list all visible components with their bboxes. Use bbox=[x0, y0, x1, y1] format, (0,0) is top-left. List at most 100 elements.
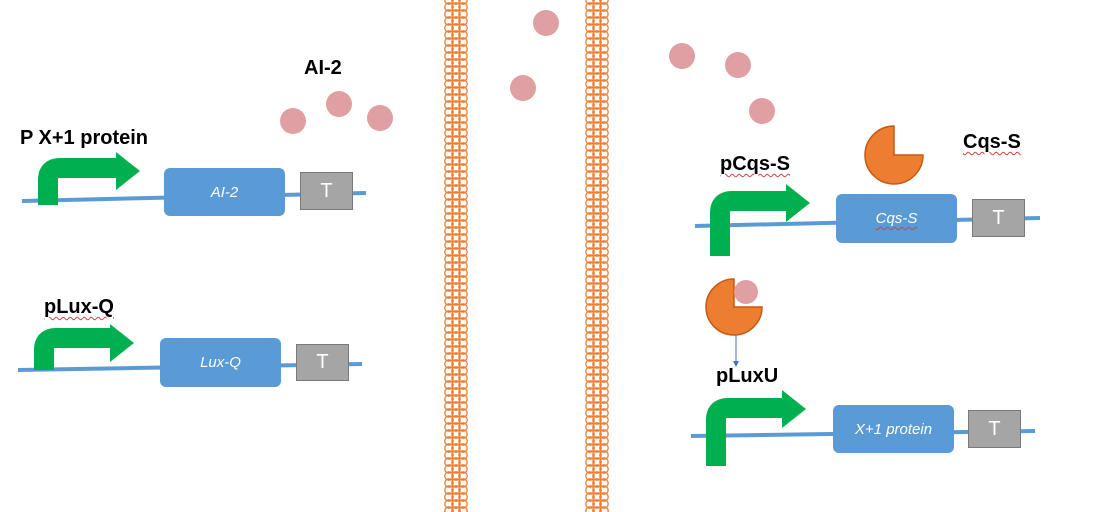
membrane-lipid bbox=[451, 254, 461, 264]
membrane-lipid bbox=[444, 408, 454, 418]
membrane-lipid bbox=[585, 310, 595, 320]
membrane-lipid bbox=[592, 86, 602, 96]
membrane-lipid bbox=[451, 352, 461, 362]
membrane-lipid bbox=[599, 107, 609, 117]
signal-molecule bbox=[533, 10, 559, 36]
membrane-lipid bbox=[592, 331, 602, 341]
membrane-lipid bbox=[599, 156, 609, 166]
membrane-lipid bbox=[458, 296, 468, 306]
membrane-lipid bbox=[585, 23, 595, 33]
membrane-lipid bbox=[451, 2, 461, 12]
membrane-lipid bbox=[444, 422, 454, 432]
signal-molecule bbox=[749, 98, 775, 124]
membrane-lipid bbox=[451, 436, 461, 446]
membrane-lipid bbox=[444, 310, 454, 320]
membrane-lipid bbox=[444, 23, 454, 33]
membrane-lipid bbox=[451, 170, 461, 180]
membrane-lipid bbox=[458, 373, 468, 383]
membrane-lipid bbox=[592, 226, 602, 236]
promoter-arrow-x1 bbox=[706, 390, 806, 466]
membrane-lipid bbox=[599, 394, 609, 404]
membrane-lipid bbox=[592, 352, 602, 362]
membrane-lipid bbox=[585, 268, 595, 278]
membrane-lipid bbox=[599, 478, 609, 488]
membrane-lipid bbox=[444, 499, 454, 509]
membrane-lipid bbox=[599, 261, 609, 271]
membrane-lipid bbox=[592, 100, 602, 110]
membrane-lipid bbox=[458, 415, 468, 425]
membrane-lipid bbox=[444, 219, 454, 229]
signal-molecule bbox=[669, 43, 695, 69]
membrane-lipid bbox=[599, 198, 609, 208]
membrane-lipid bbox=[599, 240, 609, 250]
membrane-lipid bbox=[451, 289, 461, 299]
membrane-lipid bbox=[458, 16, 468, 26]
gene-luxq: Lux-Q bbox=[160, 338, 281, 387]
membrane-lipid bbox=[592, 394, 602, 404]
membrane-lipid bbox=[599, 177, 609, 187]
membrane-lipid bbox=[451, 233, 461, 243]
membrane-lipid bbox=[458, 506, 468, 512]
terminator-x1-label: T bbox=[988, 417, 1001, 440]
membrane-lipid bbox=[592, 275, 602, 285]
membrane-lipid bbox=[592, 317, 602, 327]
membrane-lipid bbox=[458, 247, 468, 257]
membrane-lipid bbox=[592, 149, 602, 159]
membrane-lipid bbox=[599, 282, 609, 292]
membrane-lipid bbox=[444, 296, 454, 306]
membrane-lipid bbox=[458, 0, 468, 5]
membrane-lipid bbox=[444, 261, 454, 271]
membrane-lipid bbox=[585, 492, 595, 502]
membrane-lipid bbox=[592, 107, 602, 117]
membrane-lipid bbox=[592, 247, 602, 257]
membrane-lipid bbox=[585, 464, 595, 474]
membrane-lipid bbox=[592, 380, 602, 390]
membrane-lipid bbox=[585, 317, 595, 327]
membrane-lipid bbox=[599, 58, 609, 68]
membrane-lipid bbox=[458, 303, 468, 313]
membrane-lipid bbox=[592, 191, 602, 201]
signal-molecule bbox=[280, 108, 306, 134]
membrane-lipid bbox=[458, 107, 468, 117]
membrane-lipid bbox=[444, 156, 454, 166]
membrane-lipid bbox=[599, 86, 609, 96]
membrane-lipid bbox=[451, 0, 461, 5]
membrane-lipid bbox=[458, 471, 468, 481]
membrane-lipid bbox=[451, 191, 461, 201]
promoter-arrow-ai2 bbox=[38, 152, 140, 205]
membrane-lipid bbox=[585, 387, 595, 397]
terminator-luxq: T bbox=[296, 344, 349, 381]
membrane-lipid bbox=[458, 184, 468, 194]
membrane-lipid bbox=[585, 289, 595, 299]
membrane-lipid bbox=[444, 44, 454, 54]
membrane-lipid bbox=[451, 415, 461, 425]
membrane-lipid bbox=[451, 268, 461, 278]
membrane-lipid bbox=[458, 464, 468, 474]
receptor-bound-icon bbox=[705, 278, 763, 336]
membrane-lipid bbox=[592, 373, 602, 383]
membrane-lipid bbox=[451, 65, 461, 75]
membrane-lipid bbox=[458, 135, 468, 145]
membrane-lipid bbox=[451, 478, 461, 488]
membrane-lipid bbox=[599, 289, 609, 299]
gene-cqss: Cqs-S bbox=[836, 194, 957, 243]
membrane-lipid bbox=[592, 2, 602, 12]
membrane-lipid bbox=[585, 261, 595, 271]
membrane-lipid bbox=[585, 352, 595, 362]
membrane-lipid bbox=[458, 2, 468, 12]
membrane-lipid bbox=[458, 100, 468, 110]
membrane-lipid bbox=[458, 408, 468, 418]
membrane-lipid bbox=[592, 422, 602, 432]
signal-molecule bbox=[326, 91, 352, 117]
membrane-lipid bbox=[599, 331, 609, 341]
membrane-lipid bbox=[592, 16, 602, 26]
membrane-lipid bbox=[451, 394, 461, 404]
membrane-lipid bbox=[451, 86, 461, 96]
membrane-lipid bbox=[592, 303, 602, 313]
membrane-lipid bbox=[444, 429, 454, 439]
membrane-lipid bbox=[444, 338, 454, 348]
membrane-lipid bbox=[444, 72, 454, 82]
membrane-lipid bbox=[599, 415, 609, 425]
membrane-lipid bbox=[585, 366, 595, 376]
membrane-lipid bbox=[585, 345, 595, 355]
